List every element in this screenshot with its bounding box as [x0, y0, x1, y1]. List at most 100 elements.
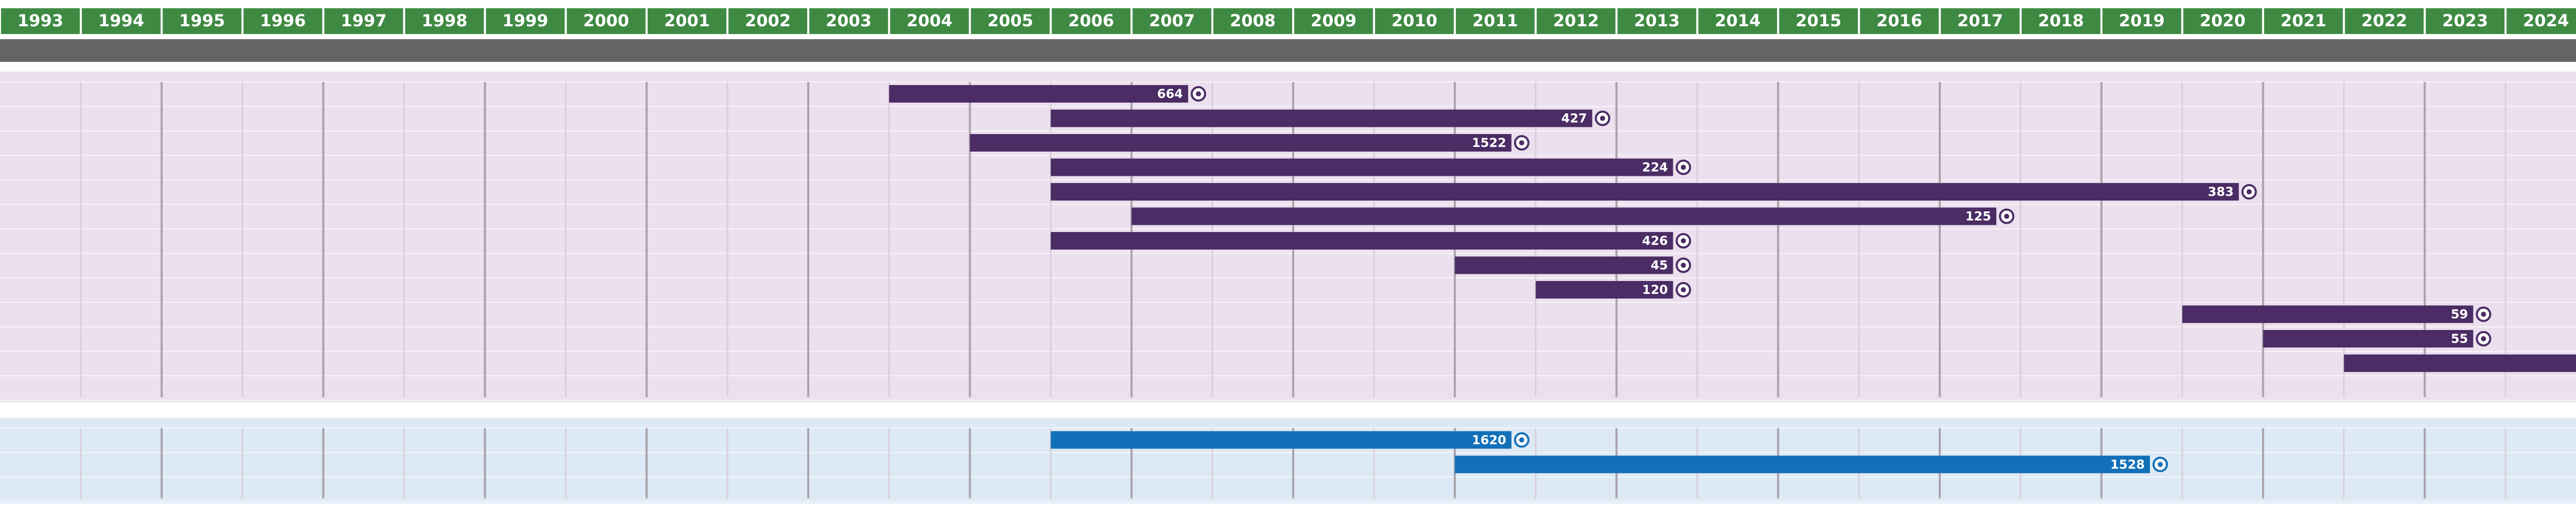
- bar-label: 45: [1651, 258, 1668, 273]
- year-label: 2006: [1068, 11, 1114, 30]
- icon-core: [1519, 437, 1524, 443]
- bar-label: 120: [1642, 283, 1668, 297]
- year-label: 2008: [1230, 11, 1276, 30]
- bar: [1454, 256, 1673, 274]
- bar: [889, 85, 1189, 103]
- icon-core: [1196, 91, 1201, 96]
- year-header-cell: [1536, 8, 1616, 34]
- year-header-cell: [890, 8, 969, 34]
- year-label: 2023: [2442, 11, 2488, 30]
- year-header-cell: [162, 8, 242, 34]
- bar-label: 1522: [1472, 136, 1506, 150]
- bar: [2344, 354, 2576, 372]
- bar-icon[interactable]: [1595, 110, 1611, 126]
- bar-icon[interactable]: [2476, 331, 2492, 346]
- toolbar-bar: [0, 39, 2576, 62]
- year-header-cell: [728, 8, 807, 34]
- year-label: 2024: [2523, 11, 2569, 30]
- bar-label: 1528: [2110, 457, 2145, 472]
- year-header-cell: [567, 8, 646, 34]
- icon-core: [1681, 262, 1686, 268]
- year-label: 1994: [98, 11, 144, 30]
- bar: [1535, 281, 1673, 299]
- year-label: 2003: [826, 11, 872, 30]
- bar: [1050, 232, 1673, 250]
- year-header-cell: [809, 8, 888, 34]
- year-label: 1995: [179, 11, 225, 30]
- icon-core: [1600, 115, 1605, 121]
- year-label: 1996: [260, 11, 306, 30]
- year-header-cell: [2426, 8, 2505, 34]
- year-label: 2000: [583, 11, 629, 30]
- year-label: 1997: [341, 11, 386, 30]
- year-header-cell: [2102, 8, 2181, 34]
- bar-icon[interactable]: [1675, 159, 1691, 175]
- year-label: 2012: [1553, 11, 1599, 30]
- year-header-cell: [1294, 8, 1373, 34]
- year-header-cell: [1052, 8, 1131, 34]
- year-header-cell: [1779, 8, 1858, 34]
- year-header-cell: [1, 8, 80, 34]
- year-header-cell: [1617, 8, 1697, 34]
- year-label: 2011: [1472, 11, 1518, 30]
- year-label: 1998: [421, 11, 467, 30]
- year-header-cell: [243, 8, 323, 34]
- bar-label: 1620: [1472, 433, 1506, 447]
- year-label: 1993: [18, 11, 63, 30]
- year-header-cell: [405, 8, 484, 34]
- bar-label: 426: [1642, 234, 1668, 248]
- year-header-cell: [1455, 8, 1535, 34]
- bar-label: 125: [1965, 209, 1991, 224]
- bar: [2182, 305, 2473, 323]
- bar: [1050, 109, 1592, 127]
- bar-label: 427: [1561, 111, 1587, 126]
- year-header-cell: [2021, 8, 2100, 34]
- bar: [2263, 330, 2473, 348]
- year-header-cell: [2345, 8, 2424, 34]
- year-header-cell: [2264, 8, 2343, 34]
- icon-core: [1681, 164, 1686, 170]
- year-label: 2001: [664, 11, 710, 30]
- bar-icon[interactable]: [1514, 432, 1530, 448]
- bar-icon[interactable]: [1675, 233, 1691, 249]
- year-header-cell: [324, 8, 403, 34]
- bar-icon[interactable]: [1514, 135, 1530, 151]
- icon-core: [2157, 461, 2163, 467]
- year-label: 2015: [1795, 11, 1841, 30]
- bar-icon[interactable]: [1675, 257, 1691, 273]
- bar-icon[interactable]: [2476, 306, 2492, 322]
- bar: [1454, 455, 2150, 473]
- bar-label: 55: [2451, 332, 2468, 346]
- bar-icon[interactable]: [2152, 456, 2168, 472]
- bar-label: 383: [2208, 185, 2233, 199]
- year-header-cell: [1941, 8, 2020, 34]
- bar-icon[interactable]: [1191, 86, 1207, 102]
- year-label: 1999: [502, 11, 548, 30]
- year-label: 2004: [907, 11, 953, 30]
- bar-icon[interactable]: [1675, 282, 1691, 297]
- year-header-cell: [971, 8, 1050, 34]
- bar-label: 224: [1642, 160, 1668, 175]
- bar: [1050, 158, 1673, 176]
- year-label: 2016: [1876, 11, 1922, 30]
- bar-icon[interactable]: [1998, 208, 2014, 224]
- icon-core: [2481, 311, 2486, 317]
- bar: [1050, 431, 1512, 449]
- year-label: 2014: [1715, 11, 1760, 30]
- bar-icon[interactable]: [2241, 184, 2257, 200]
- icon-core: [2004, 213, 2009, 219]
- icon-core: [1681, 287, 1686, 292]
- bar: [1131, 207, 1996, 225]
- year-label: 2002: [745, 11, 791, 30]
- bar: [1050, 183, 2239, 201]
- year-label: 2019: [2119, 11, 2165, 30]
- group-background: [0, 418, 2576, 504]
- year-header-cell: [1132, 8, 1212, 34]
- year-label: 2010: [1392, 11, 1437, 30]
- year-header-cell: [648, 8, 726, 34]
- year-header-cell: [486, 8, 565, 34]
- bar-label: 59: [2451, 307, 2468, 322]
- year-header-cell: [1698, 8, 1777, 34]
